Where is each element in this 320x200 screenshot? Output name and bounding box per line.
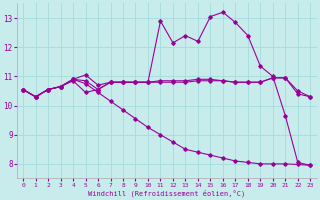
X-axis label: Windchill (Refroidissement éolien,°C): Windchill (Refroidissement éolien,°C) xyxy=(88,189,245,197)
